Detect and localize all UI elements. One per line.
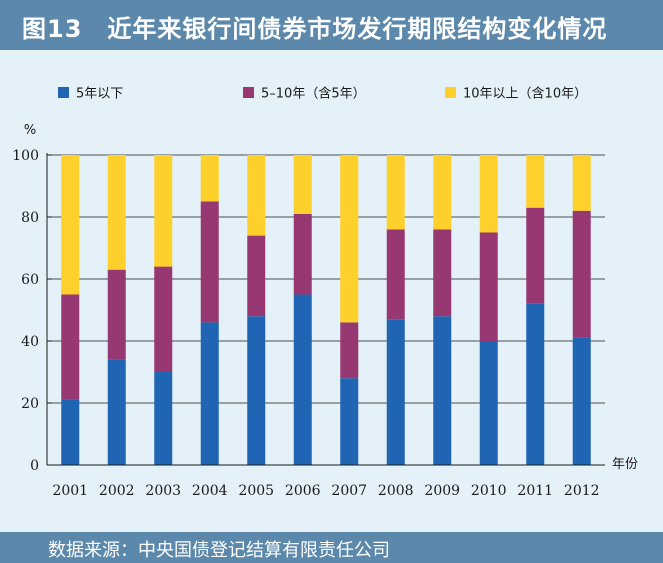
bar-2005-series-3 <box>247 155 266 236</box>
bar-2001-series-1 <box>61 399 80 465</box>
bar-2004-series-3 <box>200 155 219 202</box>
x-tick-label: 2004 <box>192 483 228 499</box>
x-tick-label: 2006 <box>285 483 321 499</box>
bar-2003-series-1 <box>154 372 173 465</box>
bar-2011-series-1 <box>526 303 545 465</box>
bar-2001-series-3 <box>61 155 80 295</box>
bar-2004-series-2 <box>200 201 219 323</box>
bar-2006-series-3 <box>293 155 312 214</box>
x-tick-label: 2001 <box>52 483 88 499</box>
y-axis-unit: % <box>24 123 36 138</box>
y-tick-label: 0 <box>30 458 39 474</box>
x-tick-label: 2010 <box>471 483 507 499</box>
legend-swatch <box>445 87 456 98</box>
bar-2012-series-1 <box>572 337 591 465</box>
bar-2002-series-3 <box>107 155 126 270</box>
title-bar: 图13 近年来银行间债券市场发行期限结构变化情况 <box>0 0 663 50</box>
bar-2011-series-3 <box>526 155 545 208</box>
bar-2001-series-2 <box>61 294 80 400</box>
chart-title: 图13 近年来银行间债券市场发行期限结构变化情况 <box>22 15 608 43</box>
bar-2012-series-3 <box>572 155 591 211</box>
bar-2007-series-1 <box>340 378 359 465</box>
bar-2003-series-3 <box>154 155 173 267</box>
x-tick-label: 2009 <box>424 483 460 499</box>
bar-2008-series-1 <box>386 319 405 465</box>
bar-2005-series-2 <box>247 235 266 317</box>
bar-2010-series-3 <box>479 155 498 233</box>
x-tick-label: 2008 <box>378 483 414 499</box>
bar-2008-series-2 <box>386 229 405 320</box>
legend-label: 5年以下 <box>76 87 123 102</box>
bar-2008-series-3 <box>386 155 405 230</box>
legend-label: 5–10年（含5年） <box>261 86 366 102</box>
y-tick-label: 100 <box>12 148 39 164</box>
source-bar: 数据来源：中央国债登记结算有限责任公司 <box>0 532 663 563</box>
x-tick-label: 2007 <box>331 483 367 499</box>
bar-2003-series-2 <box>154 266 173 372</box>
bar-2006-series-1 <box>293 294 312 465</box>
x-tick-label: 2011 <box>517 483 553 499</box>
legend-swatch <box>58 87 69 98</box>
bar-2012-series-2 <box>572 210 591 338</box>
bar-2010-series-1 <box>479 341 498 465</box>
x-tick-label: 2003 <box>145 483 181 499</box>
bar-2002-series-2 <box>107 269 126 360</box>
bar-2011-series-2 <box>526 207 545 304</box>
legend-label: 10年以上（含10年） <box>463 86 587 102</box>
bar-2002-series-1 <box>107 359 126 465</box>
bar-2010-series-2 <box>479 232 498 341</box>
y-tick-label: 20 <box>21 396 39 412</box>
bar-2009-series-3 <box>433 155 452 230</box>
bar-2007-series-2 <box>340 322 359 379</box>
x-tick-label: 2012 <box>564 483 600 499</box>
legend-swatch <box>243 87 254 98</box>
x-axis-unit: 年份 <box>612 457 638 472</box>
bar-2009-series-2 <box>433 229 452 317</box>
bar-2006-series-2 <box>293 213 312 295</box>
y-tick-label: 40 <box>21 334 39 350</box>
bar-2005-series-1 <box>247 316 266 465</box>
y-tick-label: 80 <box>21 210 39 226</box>
y-tick-label: 60 <box>21 272 39 288</box>
source-note: 数据来源：中央国债登记结算有限责任公司 <box>48 540 390 561</box>
bar-2009-series-1 <box>433 316 452 465</box>
x-tick-label: 2005 <box>238 483 274 499</box>
bar-2004-series-1 <box>200 322 219 465</box>
stacked-bar-chart: 2001 2002 2003 2004 2005 2006 2007 2008 2009 2010… <box>12 86 638 500</box>
bar-2007-series-3 <box>340 155 359 323</box>
x-tick-label: 2002 <box>99 483 135 499</box>
